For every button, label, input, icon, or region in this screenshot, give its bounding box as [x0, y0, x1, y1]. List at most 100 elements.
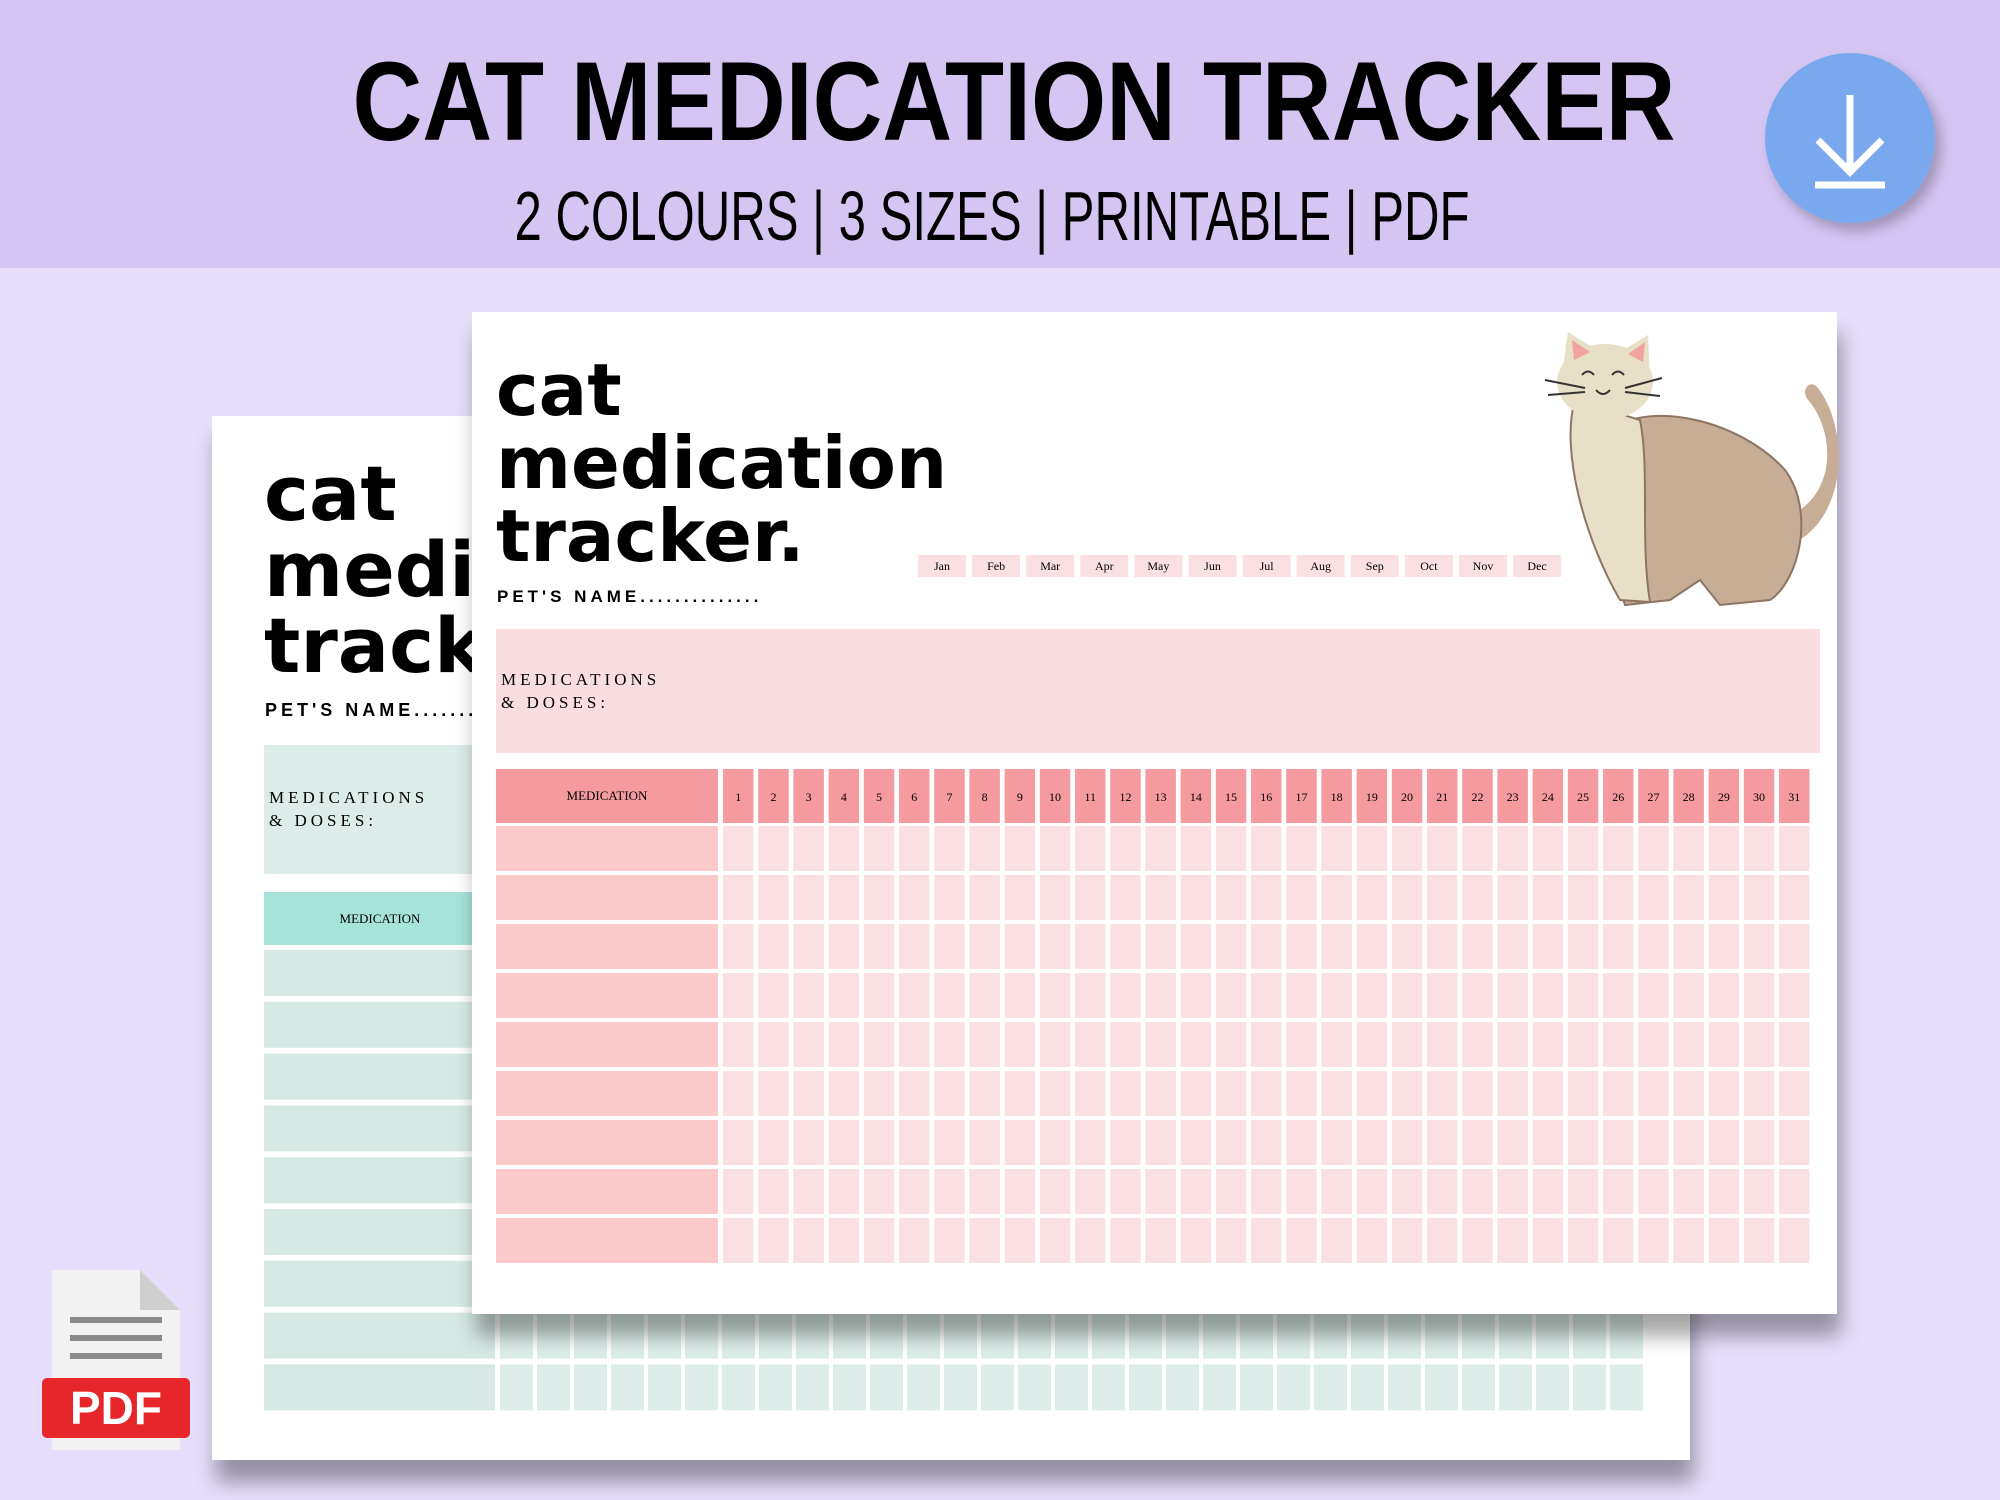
day-cell [758, 1169, 789, 1214]
day-cell [1673, 973, 1704, 1018]
day-header-cell [793, 769, 824, 823]
cat-head [1557, 344, 1653, 420]
day-cell [1779, 924, 1810, 969]
day-cell [648, 1364, 681, 1411]
day-cell [969, 1169, 1000, 1214]
day-cell [1779, 826, 1810, 871]
day-cell [1215, 1169, 1247, 1214]
day-cell [1497, 826, 1528, 871]
day-cell [759, 1364, 792, 1411]
day-cell [899, 826, 930, 871]
day-cell [1110, 1022, 1141, 1067]
medications-box [496, 629, 1820, 753]
day-cell [863, 1169, 895, 1214]
day-number: 4 [841, 790, 847, 804]
row-cell [264, 1001, 495, 1048]
day-cell [1499, 1364, 1532, 1411]
day-cell [1673, 875, 1704, 920]
day-cell [1497, 875, 1528, 920]
download-button[interactable] [1765, 53, 1935, 223]
medications-label: MEDICATIONS [501, 670, 660, 689]
row-cell [264, 1364, 495, 1411]
day-cell [1180, 1071, 1212, 1116]
month-box [1513, 555, 1562, 577]
day-cell [969, 1022, 1000, 1067]
day-cell [1603, 1071, 1634, 1116]
day-cell [1638, 1120, 1669, 1165]
day-cell [1039, 1120, 1071, 1165]
day-cell [1638, 1169, 1669, 1214]
day-cell [863, 973, 895, 1018]
day-cell [1708, 1071, 1740, 1116]
day-cell [934, 973, 965, 1018]
day-cell [1356, 1218, 1388, 1263]
day-cell [1110, 973, 1141, 1018]
day-cell [611, 1312, 644, 1359]
day-cell [828, 924, 860, 969]
month-box [1080, 555, 1129, 577]
day-cell [1497, 1120, 1528, 1165]
day-cell [863, 1120, 895, 1165]
day-cell [1536, 1312, 1569, 1359]
day-cell [1004, 1169, 1036, 1214]
day-cell [1286, 1218, 1317, 1263]
day-cell [1110, 875, 1141, 920]
day-number: 19 [1366, 790, 1378, 804]
day-cell [793, 1120, 824, 1165]
day-cell [723, 826, 754, 871]
day-cell [934, 875, 965, 920]
day-cell [1567, 1120, 1599, 1165]
month: Jun [1204, 559, 1221, 573]
header-band [0, 0, 2000, 268]
day-cell [1779, 973, 1810, 1018]
day-cell [1356, 1071, 1388, 1116]
day-cell [981, 1312, 1014, 1359]
day-cell [1356, 1120, 1388, 1165]
day-cell [1532, 1071, 1564, 1116]
day-cell [1391, 875, 1423, 920]
day-cell [1215, 1022, 1247, 1067]
day-cell [723, 973, 754, 1018]
day-cell [1743, 1218, 1775, 1263]
sheet-title: tracker. [496, 494, 805, 578]
day-cell [1462, 1169, 1493, 1214]
day-cell [1532, 1218, 1564, 1263]
day-cell [1039, 1218, 1071, 1263]
day-header-cell [1356, 769, 1388, 823]
day-cell [1145, 1071, 1176, 1116]
day-cell [1462, 1071, 1493, 1116]
row-cell [264, 950, 495, 996]
day-cell [1497, 1022, 1528, 1067]
month: Sep [1366, 559, 1384, 573]
day-cell [899, 875, 930, 920]
day-cell [1462, 1218, 1493, 1263]
day-cell [1180, 1218, 1212, 1263]
day-cell [1286, 1022, 1317, 1067]
day-cell [1180, 875, 1212, 920]
day-header-cell [758, 769, 789, 823]
day-cell [1215, 1120, 1247, 1165]
day-cell [796, 1364, 829, 1411]
day-cell [1499, 1312, 1532, 1359]
day-header-cell [1427, 769, 1458, 823]
day-cell [1708, 973, 1740, 1018]
header-subtitle: 2 COLOURS | 3 SIZES | PRINTABLE | PDF [515, 177, 1470, 255]
day-number: 20 [1401, 790, 1413, 804]
day-header-cell [1039, 769, 1071, 823]
day-cell [758, 875, 789, 920]
pdf-badge: PDF [42, 1270, 190, 1450]
day-cell [863, 1022, 895, 1067]
day-cell [1638, 875, 1669, 920]
day-cell [1092, 1364, 1125, 1411]
day-cell [1166, 1312, 1199, 1359]
sheet-title: cat [496, 348, 622, 432]
day-cell [1673, 1169, 1704, 1214]
day-cell [1427, 1169, 1458, 1214]
day-header-cell [1215, 769, 1247, 823]
day-cell [863, 924, 895, 969]
day-cell [1673, 1120, 1704, 1165]
month: Aug [1310, 559, 1331, 573]
day-header-cell [1532, 769, 1564, 823]
cat-illustration [1544, 332, 1839, 607]
